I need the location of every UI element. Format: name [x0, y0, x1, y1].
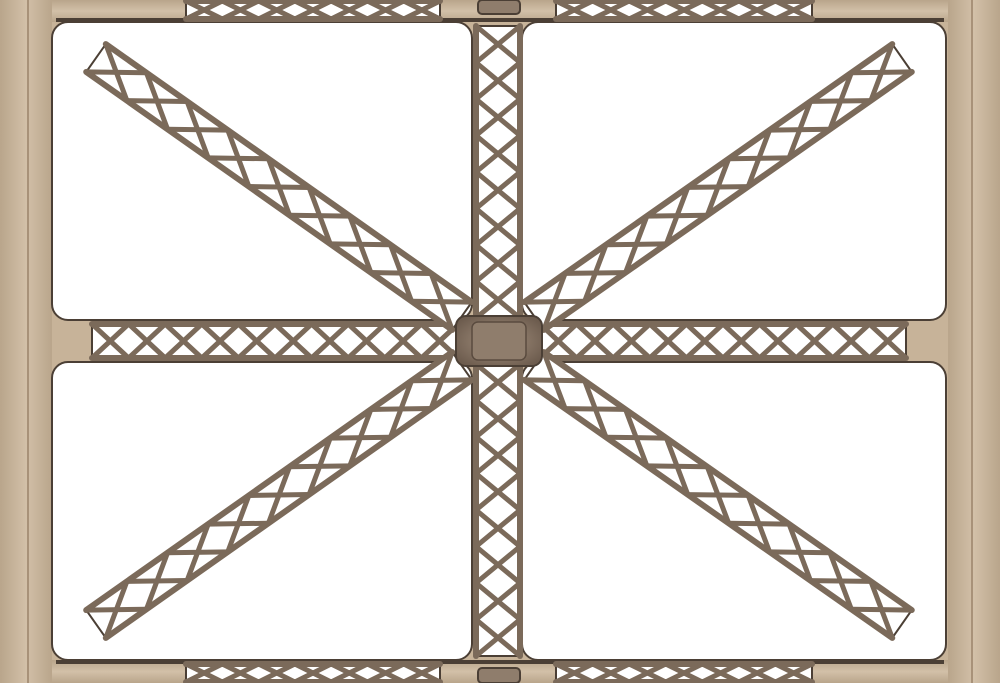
girder-horizontal-left [89, 321, 461, 361]
girder-horizontal-right [537, 321, 909, 361]
girder-bottom-left-strip [183, 661, 443, 683]
girder-top-right-strip [553, 0, 815, 22]
girder-bottom-right-strip [553, 661, 815, 683]
girder-vertical-bottom [473, 361, 523, 659]
lattice-hub-icon [455, 315, 543, 367]
girder-diagonal-top-right [521, 41, 915, 333]
top-cap [477, 0, 521, 15]
bottom-cap [477, 667, 521, 683]
girder-diagonal-bottom-left [83, 349, 475, 641]
girder-top-left-strip [183, 0, 443, 22]
right-frame-column [948, 0, 1000, 683]
lattice-girders [83, 0, 915, 683]
girder-diagonal-top-left [83, 41, 475, 333]
girder-vertical-top [473, 23, 523, 321]
left-frame-column [0, 0, 52, 683]
girder-diagonal-bottom-right [521, 349, 915, 641]
